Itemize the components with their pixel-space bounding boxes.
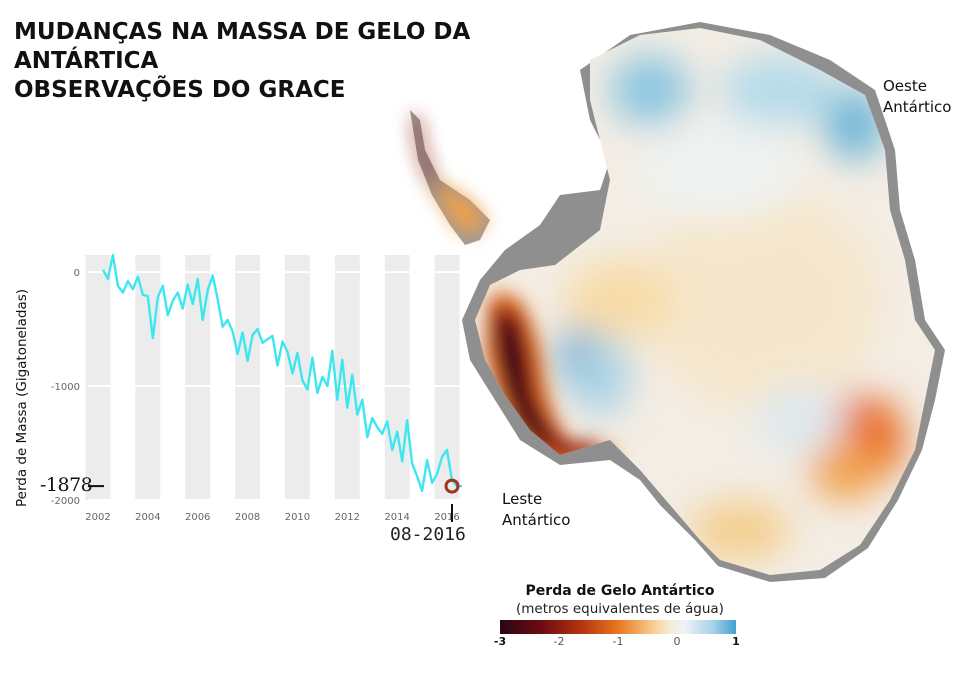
chart-year-bands bbox=[85, 255, 460, 500]
x-tick-label: 2006 bbox=[185, 512, 210, 523]
label-east-antarctica: Leste Antártico bbox=[502, 489, 570, 531]
x-tick-label: 2010 bbox=[285, 512, 310, 523]
year-band-2016 bbox=[434, 255, 460, 500]
current-point-marker bbox=[444, 478, 460, 494]
label-west-antarctica: Oeste Antártico bbox=[883, 76, 951, 118]
mass-loss-series-line bbox=[101, 253, 462, 493]
x-tick-label: 2014 bbox=[384, 512, 409, 523]
page-title: MUDANÇAS NA MASSA DE GELO DA ANTÁRTICA O… bbox=[14, 18, 494, 105]
legend-color-bar bbox=[500, 620, 736, 634]
legend-tick-label: 1 bbox=[732, 635, 740, 648]
title-line-3: OBSERVAÇÕES DO GRACE bbox=[14, 77, 346, 103]
title-line-1: MUDANÇAS NA MASSA DE GELO DA bbox=[14, 19, 471, 45]
year-band-2008 bbox=[235, 255, 261, 500]
label-east-line-2: Antártico bbox=[502, 511, 571, 529]
current-date-label: 08-2016 bbox=[390, 524, 466, 545]
x-tick-label: 2004 bbox=[135, 512, 160, 523]
chart-y-ticks: 0 -1000 -2000 bbox=[51, 268, 80, 507]
y-tick-label: -2000 bbox=[51, 496, 80, 507]
y-tick-label: 0 bbox=[74, 268, 80, 279]
x-tick-label: 2012 bbox=[335, 512, 360, 523]
chart-y-axis-label: Perda de Massa (Gigatoneladas) bbox=[14, 288, 30, 508]
x-tick-label: 2002 bbox=[85, 512, 110, 523]
legend-subtitle: (metros equivalentes de água) bbox=[516, 601, 724, 617]
label-east-line-1: Leste bbox=[502, 490, 543, 508]
mass-loss-chart: 0 -1000 -2000 2002 2004 2006 2008 2010 2012 2014… bbox=[51, 253, 462, 523]
y-tick-label: -1000 bbox=[51, 382, 80, 393]
label-west-line-2: Antártico bbox=[883, 98, 952, 116]
label-west-line-1: Oeste bbox=[883, 77, 927, 95]
year-band-2012 bbox=[334, 255, 360, 500]
current-value-label: -1878 bbox=[40, 474, 93, 496]
x-tick-label: 2008 bbox=[235, 512, 260, 523]
x-tick-label: 2016 bbox=[434, 512, 459, 523]
title-line-2: ANTÁRTICA bbox=[14, 48, 159, 74]
legend-tick-label: 0 bbox=[673, 635, 681, 648]
chart-x-ticks: 2002 2004 2006 2008 2010 2012 2014 2016 bbox=[85, 512, 460, 523]
year-band-2002 bbox=[85, 255, 111, 500]
legend-tick-label: -2 bbox=[553, 635, 565, 648]
year-band-2010 bbox=[284, 255, 310, 500]
year-band-2014 bbox=[384, 255, 410, 500]
chart-gridlines bbox=[88, 271, 462, 501]
year-band-2004 bbox=[135, 255, 161, 500]
legend-tick-label: -3 bbox=[493, 635, 507, 648]
legend-tick-label: -1 bbox=[612, 635, 624, 648]
legend-title: Perda de Gelo Antártico bbox=[525, 583, 715, 599]
